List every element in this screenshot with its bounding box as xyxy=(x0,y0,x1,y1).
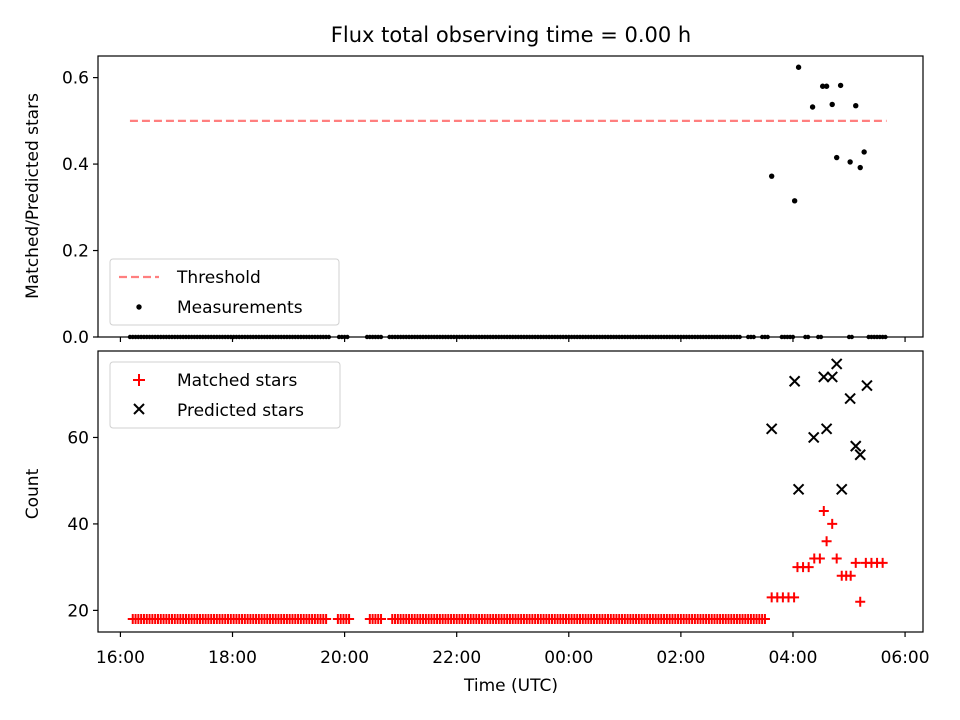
x-axis-label: Time (UTC) xyxy=(463,676,558,696)
top-legend: Threshold Measurements xyxy=(109,258,340,326)
bottom-y-tick-label: 60 xyxy=(67,428,89,448)
matched-star-point xyxy=(818,505,829,516)
x-tick-label: 16:00 xyxy=(96,648,145,668)
predicted-star-point xyxy=(765,423,778,435)
measurement-point xyxy=(809,104,816,110)
predicted-star-point xyxy=(836,483,848,496)
bottom-y-axis-label: Count xyxy=(23,468,43,519)
bottom-axes-frame xyxy=(97,350,924,633)
predicted-star-point xyxy=(820,423,833,435)
measurement-point xyxy=(791,198,798,204)
legend-measurements-swatch xyxy=(136,304,142,310)
measurement-point xyxy=(857,164,863,171)
matched-star-point xyxy=(759,614,770,625)
predicted-star-point xyxy=(818,371,830,383)
predicted-star-point xyxy=(850,440,862,452)
x-tick-label: 22:00 xyxy=(432,648,481,668)
top-x-ticks xyxy=(119,337,906,342)
x-tick-label: 18:00 xyxy=(208,648,257,668)
legend-measurements-label: Measurements xyxy=(177,298,303,318)
x-tick-label: 20:00 xyxy=(320,648,369,668)
bottom-legend-box xyxy=(109,361,341,429)
bottom-y-tick-label: 40 xyxy=(67,515,89,535)
x-tick-label: 06:00 xyxy=(881,648,930,668)
bottom-y-tick-label: 20 xyxy=(67,601,89,621)
legend-matched-swatch xyxy=(133,374,145,386)
predicted-star-point xyxy=(830,358,843,370)
legend-threshold-label: Threshold xyxy=(176,268,261,288)
measurement-point xyxy=(829,101,835,108)
legend-predicted-swatch xyxy=(133,403,145,415)
matched-star-point xyxy=(877,557,888,568)
measurement-point xyxy=(823,83,830,89)
matched-star-point xyxy=(831,553,842,564)
matched-star-point xyxy=(789,592,800,603)
top-y-ticks: 0.0 0.2 0.4 0.6 xyxy=(62,69,98,348)
legend-matched-label: Matched stars xyxy=(177,371,297,391)
measurement-point xyxy=(837,82,844,89)
matched-star-point xyxy=(344,614,355,625)
bottom-panel: 20 40 60 16:00 18:00 20:00 22:00 00:00 02:00 04:… xyxy=(23,350,930,696)
bottom-legend: Matched stars Predicted stars xyxy=(109,361,341,429)
measurement-point xyxy=(795,64,802,70)
figure-title: Flux total observing time = 0.00 h xyxy=(331,23,691,47)
top-axes-frame xyxy=(97,55,924,338)
matched-star-point xyxy=(850,557,861,568)
bottom-x-ticks: 16:00 18:00 20:00 22:00 00:00 02:00 04:00 06:00 xyxy=(96,632,930,668)
measurement-point xyxy=(853,103,859,109)
predicted-star-point xyxy=(861,379,873,392)
matched-star-point xyxy=(821,536,832,547)
predicted-star-point xyxy=(788,375,801,387)
x-tick-label: 02:00 xyxy=(656,648,705,668)
top-y-tick-label: 0.2 xyxy=(62,242,89,262)
top-y-tick-label: 0.6 xyxy=(62,69,89,89)
top-legend-box xyxy=(109,258,340,326)
matched-star-point xyxy=(845,570,856,581)
matched-star-point xyxy=(827,518,838,529)
predicted-star-point xyxy=(844,392,856,405)
bottom-plot-marks xyxy=(127,358,888,625)
predicted-star-point xyxy=(826,371,838,383)
x-tick-label: 04:00 xyxy=(768,648,817,668)
x-tick-label: 00:00 xyxy=(544,648,593,668)
measurement-point xyxy=(847,159,853,165)
predicted-star-point xyxy=(854,449,866,461)
top-panel: 0.0 0.2 0.4 0.6 Matched/Predicted stars Thr… xyxy=(23,55,924,348)
legend-predicted-label: Predicted stars xyxy=(177,401,304,421)
top-y-axis-label: Matched/Predicted stars xyxy=(23,93,43,299)
matched-star-point xyxy=(814,553,825,564)
matched-star-point xyxy=(376,614,387,625)
top-y-tick-label: 0.4 xyxy=(62,155,89,175)
measurement-point xyxy=(833,154,840,161)
matched-star-point xyxy=(321,614,332,625)
predicted-star-point xyxy=(792,483,805,496)
matched-star-point xyxy=(855,596,866,607)
measurement-point xyxy=(768,173,775,179)
measurement-point xyxy=(819,83,826,89)
matched-star-point xyxy=(803,562,814,573)
predicted-star-point xyxy=(808,431,820,444)
bottom-y-ticks: 20 40 60 xyxy=(67,428,98,621)
top-y-tick-label: 0.0 xyxy=(62,328,89,348)
measurement-point xyxy=(861,149,867,155)
